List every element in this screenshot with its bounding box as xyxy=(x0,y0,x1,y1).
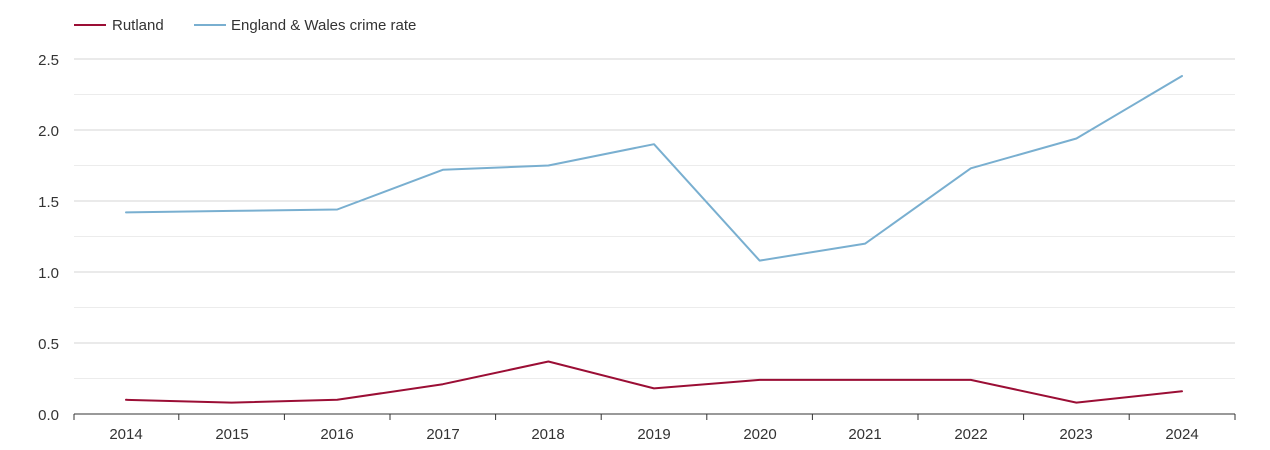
grid xyxy=(74,58,1235,379)
y-axis: 0.0 0.5 1.0 1.5 2.0 2.5 xyxy=(38,52,59,424)
data-point-england-wales[interactable] xyxy=(124,210,128,214)
series-rutland xyxy=(124,359,1184,405)
x-axis: 2014 2015 2016 2017 2018 2019 2020 2021 … xyxy=(73,413,1236,443)
x-tick-label: 2014 xyxy=(109,426,142,443)
data-point-england-wales[interactable] xyxy=(335,208,339,212)
data-point-rutland[interactable] xyxy=(1074,401,1078,405)
y-tick-label: 1.5 xyxy=(38,194,59,211)
x-tick-label: 2021 xyxy=(848,426,881,443)
data-point-rutland[interactable] xyxy=(863,378,867,382)
data-point-rutland[interactable] xyxy=(441,382,445,386)
legend-item-rutland[interactable]: Rutland xyxy=(74,17,164,34)
data-point-england-wales[interactable] xyxy=(758,259,762,263)
x-tick-label: 2017 xyxy=(426,426,459,443)
data-point-rutland[interactable] xyxy=(1180,389,1184,393)
legend-item-england-wales[interactable]: England & Wales crime rate xyxy=(194,17,416,34)
series-england-wales xyxy=(124,74,1184,263)
data-point-england-wales[interactable] xyxy=(230,209,234,213)
y-tick-label: 0.5 xyxy=(38,336,59,353)
legend-label-england-wales: England & Wales crime rate xyxy=(231,17,416,34)
x-tick-label: 2020 xyxy=(743,426,776,443)
x-tick-label: 2024 xyxy=(1165,426,1198,443)
x-tick-label: 2022 xyxy=(954,426,987,443)
legend: Rutland England & Wales crime rate xyxy=(74,17,416,34)
data-point-rutland[interactable] xyxy=(335,398,339,402)
data-point-rutland[interactable] xyxy=(124,398,128,402)
y-tick-label: 2.0 xyxy=(38,123,59,140)
x-tick-label: 2016 xyxy=(320,426,353,443)
data-point-rutland[interactable] xyxy=(758,378,762,382)
data-point-england-wales[interactable] xyxy=(441,168,445,172)
y-tick-label: 2.5 xyxy=(38,52,59,69)
x-tick-label: 2023 xyxy=(1059,426,1092,443)
legend-label-rutland: Rutland xyxy=(112,17,164,34)
data-point-england-wales[interactable] xyxy=(863,242,867,246)
data-point-england-wales[interactable] xyxy=(546,164,550,168)
data-point-england-wales[interactable] xyxy=(1180,74,1184,78)
data-point-england-wales[interactable] xyxy=(969,166,973,170)
x-tick-label: 2018 xyxy=(531,426,564,443)
data-point-rutland[interactable] xyxy=(230,401,234,405)
y-tick-label: 0.0 xyxy=(38,407,59,424)
series-line-rutland[interactable] xyxy=(125,360,1183,404)
y-tick-label: 1.0 xyxy=(38,265,59,282)
x-tick-label: 2015 xyxy=(215,426,248,443)
data-point-rutland[interactable] xyxy=(546,359,550,363)
series-layer xyxy=(124,74,1184,405)
series-line-england-wales[interactable] xyxy=(125,75,1183,262)
data-point-rutland[interactable] xyxy=(652,386,656,390)
x-tick-label: 2019 xyxy=(637,426,670,443)
data-point-england-wales[interactable] xyxy=(1074,137,1078,141)
data-point-england-wales[interactable] xyxy=(652,142,656,146)
data-point-rutland[interactable] xyxy=(969,378,973,382)
